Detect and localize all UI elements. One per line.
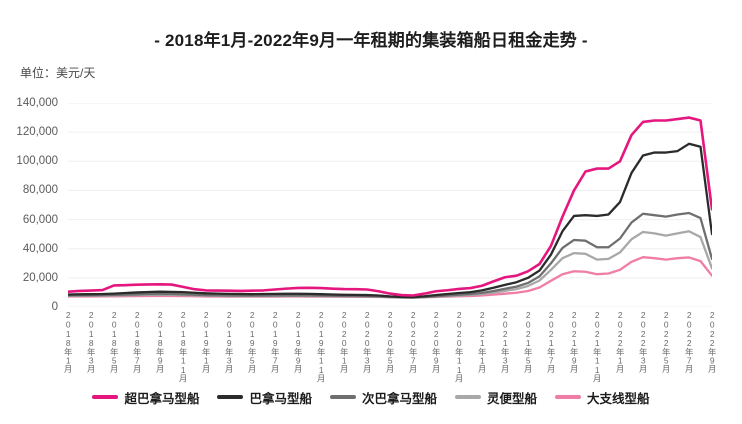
x-axis: 2018年1月 2018年3月 2018年5月 2018年7月 2018年9月 2018年… [0,310,742,382]
x-axis-tick-label: 2021年3月 [500,310,511,373]
legend-color-swatch [555,395,582,399]
x-axis-tick-label: 2019年5月 [247,310,258,373]
series-line [68,116,712,297]
chart-legend: 超巴拿马型船 巴拿马型船 次巴拿马型船 灵便型船 大支线型船 [0,386,742,408]
legend-color-swatch [217,395,244,399]
legend-item[interactable]: 超巴拿马型船 [92,388,199,407]
x-axis-tick-label: 2018年1月 [63,310,74,373]
x-axis-tick-label: 2022年9月 [707,310,718,373]
y-axis-tick-label: 140,000 [16,97,58,109]
legend-label: 巴拿马型船 [249,391,312,406]
series-line [68,142,712,299]
chart-unit-label: 单位：美元/天 [20,66,96,80]
legend-label: 超巴拿马型船 [124,391,200,406]
x-axis-tick-label: 2020年3月 [362,310,373,373]
legend-label: 大支线型船 [587,391,650,406]
x-axis-tick-label: 2018年9月 [155,310,166,373]
x-axis-tick-label: 2021年1月 [477,310,488,373]
legend-item[interactable]: 灵便型船 [455,388,537,407]
chart-title: - 2018年1月-2022年9月一年租期的集装箱船日租金走势 - [154,31,588,50]
x-axis-tick-label: 2019年3月 [224,310,235,373]
x-axis-tick-label: 2022年1月 [615,310,626,373]
legend-color-swatch [455,395,481,399]
x-axis-tick-label: 2018年7月 [132,310,143,373]
legend-label: 灵便型船 [487,391,538,406]
x-axis-tick-label: 2018年3月 [86,310,97,373]
x-axis-tick-label: 2020年1月 [339,310,350,373]
y-axis-tick-label: 120,000 [16,126,58,139]
x-axis-tick-label: 2021年11月 [592,310,603,382]
x-axis-tick-label: 2022年3月 [638,310,649,373]
y-axis-tick-label: 60,000 [22,213,58,226]
x-axis-tick-label: 2022年7月 [684,310,695,373]
x-axis-tick-label: 2019年11月 [316,310,327,382]
x-axis-tick-label: 2020年9月 [431,310,442,373]
x-axis-tick-label: 2018年5月 [109,310,120,373]
x-axis-tick-label: 2020年11月 [454,310,465,382]
plot-area [68,103,712,307]
x-axis-tick-label: 2019年7月 [270,310,281,373]
legend-item[interactable]: 次巴拿马型船 [329,388,437,407]
legend-color-swatch [329,395,356,399]
y-axis-tick-label: 40,000 [22,242,58,255]
x-axis-tick-label: 2021年5月 [523,310,534,373]
line-chart-svg [68,103,712,307]
y-axis-tick-label: 80,000 [22,184,58,197]
legend-item[interactable]: 巴拿马型船 [217,388,312,407]
y-axis: 0 20,000 40,000 60,000 80,000 100,000 120,000 1… [0,95,66,321]
legend-color-swatch [92,395,119,399]
y-axis-tick-label: 0 [51,301,58,313]
legend-label: 次巴拿马型船 [361,391,437,406]
x-axis-tick-label: 2019年1月 [201,310,212,373]
x-axis-tick-label: 2020年5月 [385,310,396,373]
y-axis-tick-label: 100,000 [16,155,58,168]
legend-item[interactable]: 大支线型船 [555,388,650,407]
y-axis-tick-label: 20,000 [22,271,58,284]
x-axis-tick-label: 2021年9月 [569,310,580,373]
x-axis-tick-label: 2020年7月 [408,310,419,373]
x-axis-tick-label: 2018年11月 [178,310,189,382]
x-axis-tick-label: 2022年5月 [661,310,672,373]
x-axis-tick-label: 2021年7月 [546,310,557,373]
x-axis-tick-label: 2019年9月 [293,310,304,373]
